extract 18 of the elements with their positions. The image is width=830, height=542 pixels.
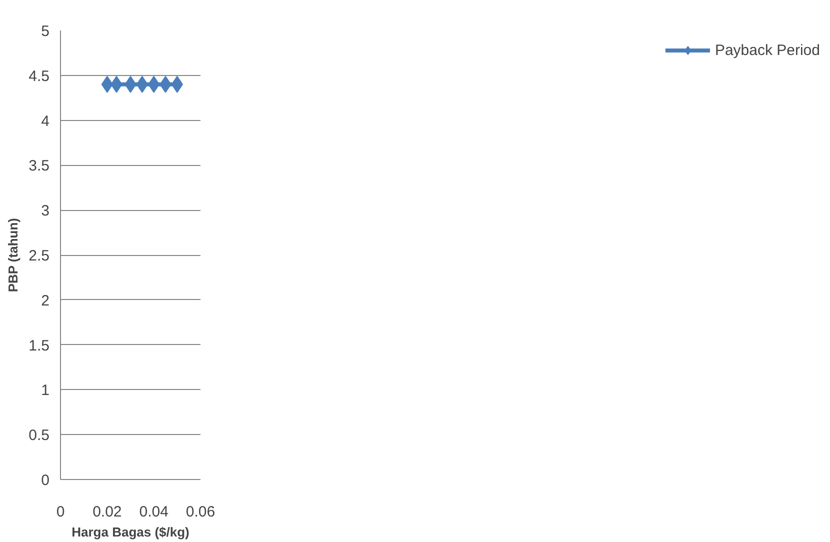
y-axis-title: PBP (tahun) [6,218,21,292]
y-tick-label: 3 [41,202,50,220]
y-tick-label: 2.5 [28,248,50,264]
y-tick-label: 0.5 [28,427,50,444]
y-tick-label: 2 [41,292,50,310]
legend-label: Payback Period [714,42,820,58]
y-tick-label: 5 [41,23,50,40]
x-tick-label: 0.06 [186,504,216,520]
x-tick-label: 0.04 [139,504,168,520]
y-tick-label: 4.5 [28,68,50,85]
y-tick-label: 0 [41,472,50,489]
x-axis-title: Harga Bagas ($/kg) [72,524,190,540]
x-tick-label: 0 [56,504,65,520]
y-tick-label: 1 [41,382,50,400]
x-tick-label: 0.02 [92,504,122,520]
y-tick-label: 1.5 [28,337,50,354]
y-tick-label: 4 [41,112,50,130]
y-tick-label: 3.5 [28,158,50,175]
